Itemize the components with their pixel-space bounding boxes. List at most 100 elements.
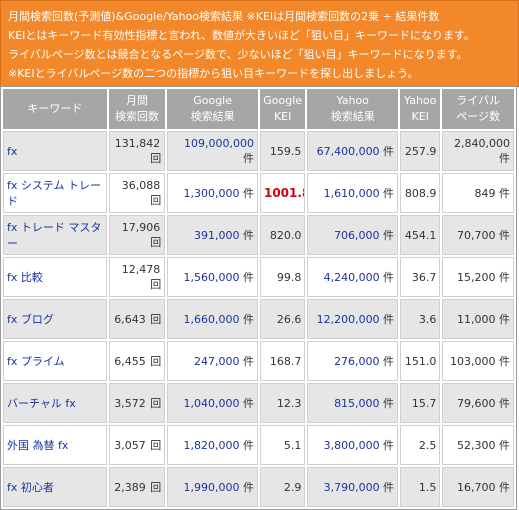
google-results-cell: 1,040,000 件: [167, 383, 258, 423]
volume-cell-value: 12,478: [121, 262, 161, 276]
volume-cell-unit: 回: [146, 355, 162, 368]
keyword-link[interactable]: fx ブログ: [3, 299, 107, 339]
volume-cell-unit: 回: [150, 277, 162, 291]
google-kei-cell-value: 5.1: [283, 438, 302, 452]
yahoo-results-cell-unit: 件: [379, 145, 395, 158]
volume-cell-value: 6,455: [114, 355, 146, 368]
volume-cell-value: 3,057: [114, 439, 146, 452]
header-google-results: Google 検索結果: [167, 89, 258, 129]
volume-cell-value: 131,842: [114, 136, 161, 150]
rival-pages-cell-value: 103,000: [450, 355, 496, 368]
yahoo-results-cell: 3,800,000 件: [307, 425, 399, 465]
google-kei-cell-value: 12.3: [276, 396, 302, 410]
yahoo-kei-cell: 808.9: [400, 173, 441, 213]
keyword-link[interactable]: fx プライム: [3, 341, 107, 381]
table-body: fx 131,842 回 109,000,000 件 159.5 67,400,000 …: [3, 131, 514, 507]
keyword-link[interactable]: バーチャル fx: [3, 383, 107, 423]
keyword-link[interactable]: fx: [3, 131, 107, 171]
rival-pages-cell-value: 79,600: [457, 397, 496, 410]
keyword-link[interactable]: 外国 為替 fx: [3, 425, 107, 465]
volume-cell: 36,088 回: [108, 173, 166, 213]
yahoo-kei-cell-value: 36.7: [411, 270, 437, 284]
table-header-row: キーワード 月間 検索回数 Google 検索結果 Google KEI Yahoo 検…: [3, 89, 514, 129]
rival-pages-cell-value: 52,300: [457, 439, 496, 452]
volume-cell-value: 17,906: [121, 220, 161, 234]
rival-pages-cell-unit: 件: [495, 187, 510, 200]
rival-pages-cell-unit: 件: [495, 271, 510, 284]
google-results-cell: 1,300,000 件: [167, 173, 258, 213]
rival-pages-cell: 52,300 件: [442, 425, 514, 465]
yahoo-results-cell: 4,240,000 件: [307, 257, 399, 297]
google-kei-cell: 2.9: [259, 467, 306, 507]
yahoo-kei-cell-value: 3.6: [418, 312, 437, 326]
google-results-cell: 1,990,000 件: [167, 467, 258, 507]
google-results-cell-unit: 件: [239, 229, 254, 242]
google-kei-cell: 12.3: [259, 383, 306, 423]
yahoo-kei-cell-value: 454.1: [404, 228, 437, 242]
yahoo-kei-cell: 15.7: [400, 383, 441, 423]
yahoo-kei-cell: 1.5: [400, 467, 441, 507]
keyword-link[interactable]: fx システム トレード: [3, 173, 107, 213]
yahoo-results-cell-unit: 件: [379, 229, 395, 242]
yahoo-results-cell-value: 1,610,000: [323, 187, 380, 200]
yahoo-results-cell-value: 3,790,000: [323, 481, 380, 494]
rival-pages-cell-unit: 件: [495, 355, 510, 368]
volume-cell: 3,057 回: [108, 425, 166, 465]
keyword-link[interactable]: fx トレード マスター: [3, 215, 107, 255]
volume-cell: 2,389 回: [108, 467, 166, 507]
header-rival-pages: ライバル ページ数: [442, 89, 514, 129]
google-results-cell-unit: 件: [242, 151, 254, 165]
yahoo-results-cell-value: 67,400,000: [316, 145, 380, 158]
table-row: fx トレード マスター 17,906 回 391,000 件 820.0 706,00…: [3, 215, 514, 255]
rival-pages-cell: 11,000 件: [442, 299, 514, 339]
google-kei-cell-value: 26.6: [276, 312, 302, 326]
yahoo-kei-cell: 151.0: [400, 341, 441, 381]
keyword-link-value: fx 比較: [7, 271, 43, 284]
google-kei-cell-value: 168.7: [269, 354, 302, 368]
google-results-cell-value: 247,000: [193, 355, 240, 368]
yahoo-results-cell-value: 706,000: [334, 229, 380, 242]
yahoo-results-cell: 1,610,000 件: [307, 173, 399, 213]
yahoo-results-cell: 67,400,000 件: [307, 131, 399, 171]
google-results-cell: 1,660,000 件: [167, 299, 258, 339]
rival-pages-cell-unit: 件: [495, 313, 510, 326]
volume-cell: 12,478 回: [108, 257, 166, 297]
keyword-link-value: fx: [7, 144, 18, 158]
table-row: fx プライム 6,455 回 247,000 件 168.7 276,000 件 151…: [3, 341, 514, 381]
google-kei-cell: 26.6: [259, 299, 306, 339]
google-kei-cell: 5.1: [259, 425, 306, 465]
google-results-cell: 247,000 件: [167, 341, 258, 381]
rival-pages-cell-value: 70,700: [457, 229, 496, 242]
table-row: fx ブログ 6,643 回 1,660,000 件 26.6 12,200,000 件…: [3, 299, 514, 339]
banner-line-3: ライバルページ数とは競合となるページ数で、少ないほど「狙い目」キーワードになりま…: [8, 48, 468, 61]
yahoo-results-cell-unit: 件: [379, 481, 395, 494]
google-results-cell-unit: 件: [239, 397, 254, 410]
yahoo-results-cell-unit: 件: [379, 439, 395, 452]
yahoo-results-cell: 3,790,000 件: [307, 467, 399, 507]
google-kei-cell: 159.5: [259, 131, 306, 171]
google-kei-cell-value: 820.0: [269, 228, 302, 242]
google-kei-cell-value: 1001.8: [263, 186, 304, 200]
keyword-link[interactable]: fx 比較: [3, 257, 107, 297]
rival-pages-cell: 79,600 件: [442, 383, 514, 423]
description-banner: 月間検索回数(予測値)&Google/Yahoo検索結果 ※KEIは月間検索回数…: [0, 0, 519, 87]
keyword-link[interactable]: fx 初心者: [3, 467, 107, 507]
volume-cell-unit: 回: [150, 151, 162, 165]
yahoo-results-cell-unit: 件: [379, 397, 395, 410]
yahoo-results-cell: 706,000 件: [307, 215, 399, 255]
keyword-table: キーワード 月間 検索回数 Google 検索結果 Google KEI Yahoo 検…: [0, 86, 517, 510]
keyword-link-value: 外国 為替 fx: [7, 439, 69, 452]
volume-cell-value: 3,572: [114, 397, 146, 410]
google-results-cell-value: 1,560,000: [183, 271, 240, 284]
google-results-cell-value: 1,820,000: [183, 439, 240, 452]
header-volume: 月間 検索回数: [108, 89, 166, 129]
yahoo-results-cell-unit: 件: [379, 187, 395, 200]
rival-pages-cell-value: 2,840,000: [454, 136, 510, 150]
yahoo-results-cell-value: 4,240,000: [323, 271, 380, 284]
keyword-link-value: fx トレード マスター: [7, 221, 102, 250]
google-results-cell-value: 1,300,000: [183, 187, 240, 200]
